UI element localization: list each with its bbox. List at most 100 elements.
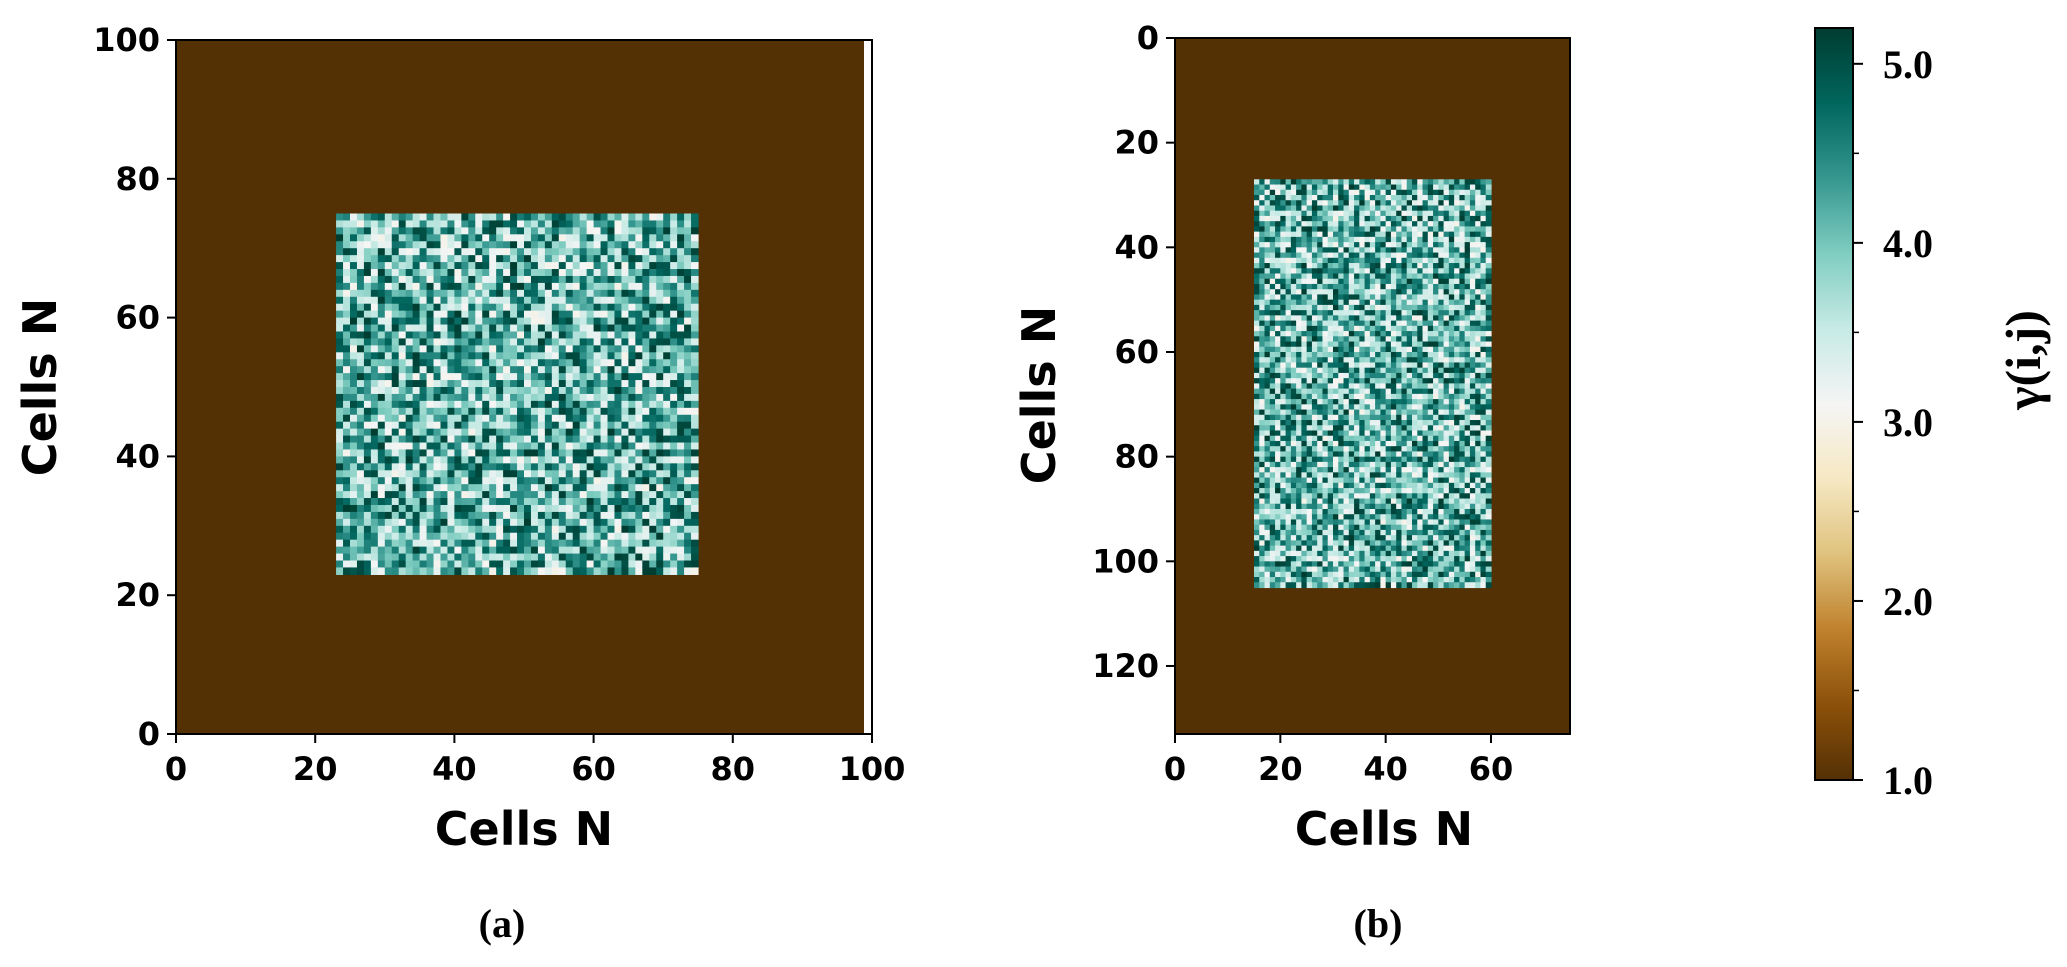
panel-b-cell: [1327, 320, 1334, 327]
panel-b-cell: [1396, 200, 1403, 207]
panel-b-cell: [1285, 378, 1292, 384]
panel-b-cell: [1354, 498, 1360, 505]
panel-b-cell: [1254, 577, 1260, 583]
panel-b-cell: [1311, 247, 1318, 254]
panel-a-cell: [565, 525, 574, 534]
panel-a-cell: [433, 282, 442, 291]
panel-b-cell: [1311, 514, 1318, 521]
panel-b-cell: [1348, 205, 1355, 212]
panel-b-cell: [1390, 404, 1397, 411]
panel-a-cell: [691, 546, 699, 555]
panel-a-cell: [405, 456, 414, 464]
panel-a-cell: [363, 511, 372, 520]
panel-b-cell: [1375, 535, 1381, 541]
panel-b-cell: [1301, 194, 1308, 201]
panel-a-cell: [621, 470, 629, 478]
panel-b-cell: [1369, 498, 1376, 505]
panel-b-cell: [1301, 341, 1308, 348]
panel-a-cell: [537, 220, 546, 228]
panel-b-cell: [1269, 535, 1276, 541]
panel-a-cell: [336, 296, 344, 305]
panel-a-cell: [510, 400, 518, 409]
panel-b-cell: [1333, 194, 1339, 201]
panel-a-cell: [670, 393, 678, 402]
panel-a-cell: [489, 310, 497, 319]
panel-b-cell: [1306, 582, 1313, 589]
panel-a-cell: [412, 498, 421, 506]
panel-b-cell: [1401, 508, 1408, 515]
panel-b-cell: [1380, 372, 1387, 379]
panel-a-cell: [524, 400, 532, 409]
panel-a-cell: [649, 331, 657, 340]
panel-a-cell: [356, 262, 365, 270]
panel-b-cell: [1385, 524, 1392, 531]
panel-a-cell: [447, 255, 455, 263]
panel-a-cell: [530, 248, 539, 256]
panel-b-cell: [1311, 425, 1318, 432]
panel-b-cell: [1264, 320, 1271, 327]
panel-a-cell: [586, 213, 595, 222]
panel-a-cell: [621, 324, 629, 333]
panel-a-cell: [642, 345, 650, 353]
panel-b-cell: [1385, 561, 1392, 568]
panel-b-cell: [1348, 315, 1355, 322]
panel-b-cell: [1254, 189, 1260, 196]
panel-a-cell: [551, 241, 560, 249]
panel-a-cell: [524, 407, 532, 416]
panel-b-cell: [1322, 425, 1329, 432]
panel-a-cell: [398, 324, 407, 333]
panel-b-cell: [1364, 236, 1371, 243]
panel-a-cell: [558, 421, 567, 430]
panel-a-cell: [489, 539, 497, 548]
panel-b-cell: [1280, 236, 1287, 243]
panel-b-cell: [1348, 289, 1355, 296]
panel-a-cell: [551, 539, 560, 548]
panel-b-cell: [1390, 294, 1397, 301]
panel-a-cell: [510, 511, 518, 520]
panel-a-cell: [510, 393, 518, 402]
panel-a-cell: [607, 380, 616, 388]
panel-b-cell: [1327, 367, 1334, 374]
panel-a-ytick-label: 60: [115, 299, 160, 337]
panel-b-cell: [1269, 289, 1276, 296]
panel-b-cell: [1269, 184, 1276, 191]
panel-a-cell: [482, 504, 490, 513]
panel-a-cell: [628, 421, 636, 430]
panel-b-cell: [1385, 451, 1392, 458]
panel-b-cell: [1275, 399, 1281, 405]
panel-b-cell: [1280, 289, 1287, 296]
panel-b-cell: [1348, 409, 1355, 416]
panel-a-cell: [419, 331, 428, 340]
panel-a-cell: [524, 227, 532, 235]
panel-b-cell: [1327, 210, 1334, 217]
panel-a-cell: [433, 262, 442, 270]
panel-b-cell: [1369, 310, 1376, 316]
panel-a-xtick-label: 60: [571, 750, 616, 788]
panel-a-cell: [593, 407, 602, 416]
panel-a-cell: [614, 484, 623, 492]
panel-a-cell: [614, 470, 623, 478]
panel-a-cell: [621, 491, 629, 499]
panel-a-cell: [343, 289, 351, 298]
panel-a-cell: [419, 470, 428, 478]
panel-b-cell: [1290, 566, 1297, 573]
panel-b-cell: [1301, 399, 1308, 405]
panel-b-cell: [1259, 283, 1266, 290]
panel-b-cell: [1343, 289, 1350, 296]
panel-b-cell: [1333, 294, 1339, 301]
panel-a-cell: [600, 338, 609, 346]
panel-a-cell: [454, 352, 462, 360]
panel-b-cell: [1364, 310, 1371, 316]
panel-b-cell: [1296, 472, 1302, 479]
panel-a-cell: [468, 331, 476, 340]
panel-b-cell: [1385, 519, 1392, 526]
panel-b-cell: [1264, 420, 1271, 426]
panel-b-cell: [1254, 498, 1260, 505]
panel-b-cell: [1322, 210, 1329, 217]
panel-a-cell: [684, 407, 692, 416]
panel-a-cell: [419, 539, 428, 548]
panel-b-cell: [1285, 372, 1292, 379]
panel-b-cell: [1259, 529, 1266, 536]
panel-a-cell: [530, 518, 539, 527]
panel-a-cell: [440, 275, 449, 284]
